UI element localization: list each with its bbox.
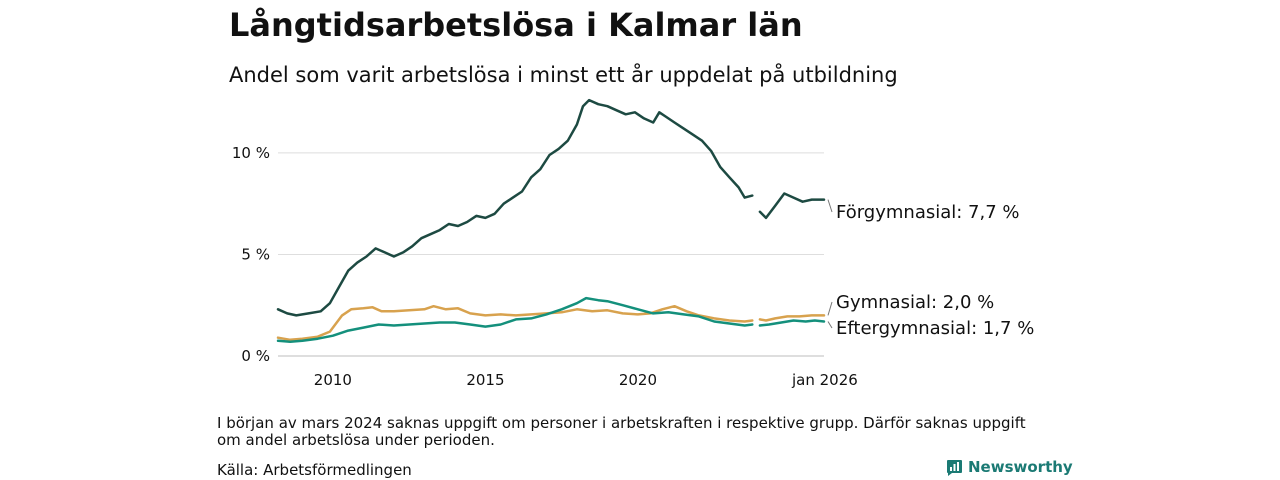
series-lines [276,98,826,344]
series-line-förgymnasial [276,98,754,317]
series-end-label-förgymnasial: Förgymnasial: 7,7 % [836,202,1020,223]
source-label: Källa: Arbetsförmedlingen [217,461,412,479]
series-line-eftergymnasial [276,296,754,344]
series-end-labels: Förgymnasial: 7,7 % Gymnasial: 2,0 % Efter… [827,199,1034,339]
series-end-label-eftergymnasial: Eftergymnasial: 1,7 % [836,318,1034,339]
label-leader-line [827,199,833,213]
x-tick-label: 2020 [619,371,657,389]
series-line-gymnasial [758,314,826,322]
axis-ticks: 0 % 5 % 10 % 2010 2015 2020 jan 2026 [232,144,858,389]
y-tick-label: 10 % [232,144,270,162]
line-chart: 0 % 5 % 10 % 2010 2015 2020 jan 2026 Förgymnas… [232,98,1034,389]
label-leader-line [827,301,833,316]
brand-name: Newsworthy [968,458,1073,476]
newsworthy-logo-icon [947,459,962,476]
series-line-förgymnasial [758,192,826,220]
series-line-eftergymnasial [758,319,826,327]
series-line-gymnasial [276,304,754,342]
x-tick-label: 2015 [466,371,504,389]
brand-logo[interactable]: Newsworthy [946,458,1073,476]
x-tick-label: 2010 [314,371,352,389]
series-end-label-gymnasial: Gymnasial: 2,0 % [836,292,994,313]
x-tick-label: jan 2026 [791,371,858,389]
footnote: I början av mars 2024 saknas uppgift om … [217,414,1026,449]
chart-subtitle: Andel som varit arbetslösa i minst ett å… [229,63,898,87]
y-tick-label: 5 % [241,245,270,263]
label-leader-line [827,321,833,329]
chart-title: Långtidsarbetslösa i Kalmar län [229,6,803,44]
y-tick-label: 0 % [241,347,270,365]
